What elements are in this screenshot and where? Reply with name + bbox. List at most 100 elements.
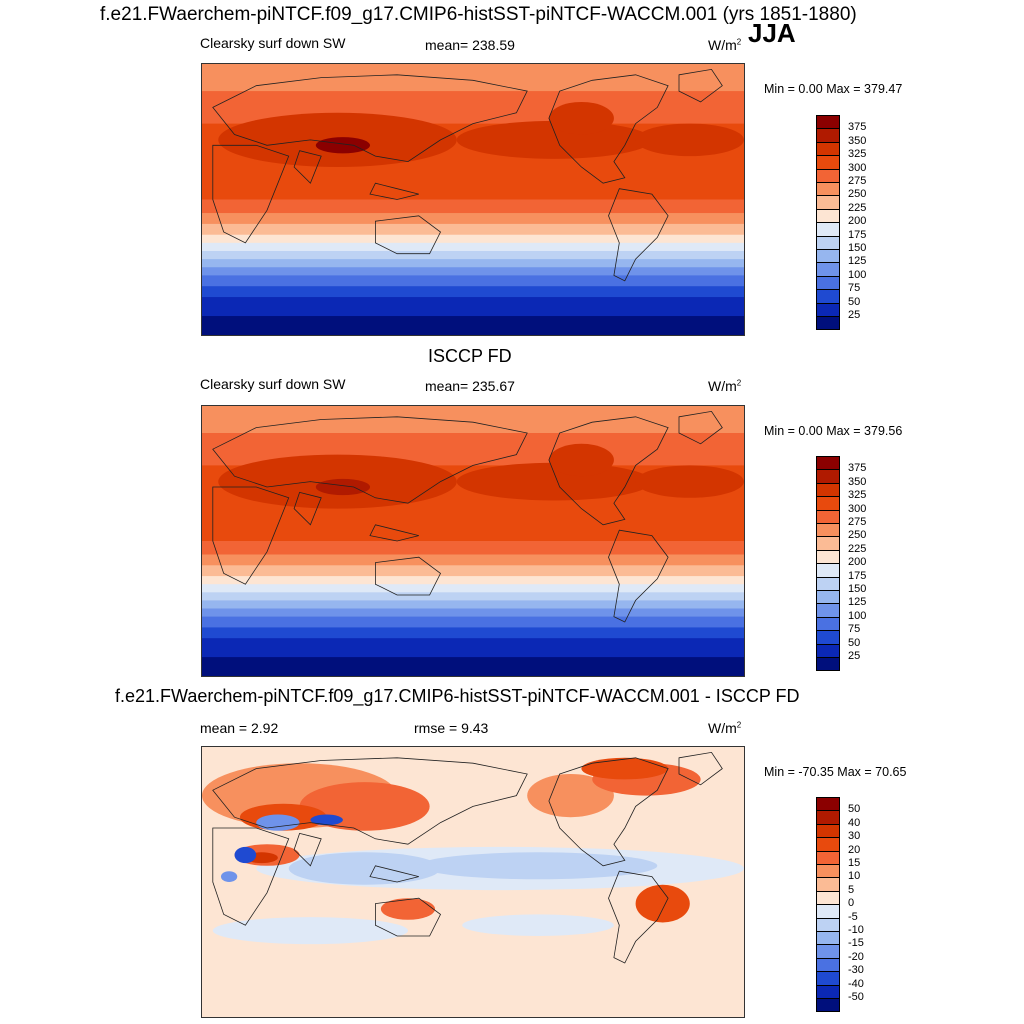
- colorbar-box: [816, 837, 840, 852]
- panel1-map: [201, 63, 745, 336]
- coastline: [548, 74, 669, 184]
- colorbar-box: [816, 823, 840, 839]
- panel1-map-canvas: [202, 64, 744, 335]
- coastline: [293, 150, 322, 184]
- panel3-heading: f.e21.FWaerchem-piNTCF.f09_g17.CMIP6-his…: [115, 686, 800, 706]
- coastline: [375, 897, 442, 937]
- colorbar-box: [816, 957, 840, 973]
- colorbar-box: [816, 289, 840, 304]
- field-band: [202, 554, 744, 566]
- colorbar-tick-label: 150: [848, 242, 867, 254]
- colorbar-box: [816, 128, 840, 143]
- field-band: [202, 608, 744, 618]
- field-band: [202, 406, 744, 434]
- field-blob: [548, 101, 614, 135]
- panel3-minmax: Min = -70.35 Max = 70.65: [764, 765, 907, 779]
- colorbar-box: [816, 523, 840, 538]
- colorbar-tick-label: 20: [848, 843, 861, 856]
- colorbar-tick-label: 375: [848, 121, 867, 134]
- panel1-unit: W/m2: [708, 37, 742, 53]
- field-band: [202, 541, 744, 555]
- colorbar-box: [816, 864, 840, 879]
- colorbar-box: [816, 931, 840, 946]
- colorbar-box: [816, 496, 840, 511]
- colorbar-tick-label: 175: [848, 569, 867, 582]
- field-blob: [418, 852, 658, 880]
- field-band: [202, 592, 744, 601]
- colorbar-tick-label: 275: [848, 175, 867, 187]
- colorbar-tick-label: 325: [848, 489, 867, 502]
- colorbar-box: [816, 182, 840, 197]
- colorbar-tick-label: 40: [848, 816, 861, 829]
- field-band: [202, 199, 744, 214]
- coastline: [212, 486, 290, 585]
- coastline: [293, 491, 322, 526]
- colorbar-tick-label: -50: [848, 991, 864, 1003]
- field-blob: [456, 462, 652, 501]
- field-blob: [635, 465, 744, 498]
- field-blob: [548, 443, 614, 477]
- colorbar-tick-label: 350: [848, 134, 867, 147]
- panel2-minmax: Min = 0.00 Max = 379.56: [764, 424, 903, 438]
- panel2-map: [201, 405, 745, 677]
- colorbar-box: [816, 141, 840, 157]
- field-band: [202, 627, 744, 639]
- colorbar-tick-label: 75: [848, 623, 861, 636]
- coastline: [678, 410, 723, 445]
- colorbar-tick-label: 50: [848, 636, 861, 649]
- field-band: [202, 565, 744, 577]
- colorbar-tick-label: -15: [848, 937, 864, 950]
- colorbar-box: [816, 877, 840, 892]
- colorbar-box: [816, 536, 840, 551]
- field-blob: [310, 814, 343, 826]
- field-band: [202, 64, 744, 92]
- coastline: [293, 832, 322, 867]
- colorbar-tick-label: -40: [848, 977, 864, 990]
- field-blob: [456, 120, 652, 159]
- colorbar-tick-label: 150: [848, 583, 867, 595]
- colorbar-box: [816, 316, 840, 331]
- field-blob: [315, 137, 371, 154]
- colorbar-box: [816, 616, 840, 632]
- coastline: [548, 416, 669, 526]
- colorbar-tick-label: 50: [848, 803, 861, 816]
- colorbar-box: [816, 208, 840, 224]
- colorbar-box: [816, 643, 840, 658]
- colorbar-box: [816, 549, 840, 565]
- coastline: [608, 870, 669, 964]
- colorbar-box: [816, 810, 840, 825]
- colorbar-box: [816, 222, 840, 237]
- colorbar-box: [816, 456, 840, 471]
- field-band: [202, 250, 744, 260]
- field-band: [202, 234, 744, 244]
- colorbar-box: [816, 195, 840, 210]
- coastline: [212, 757, 528, 845]
- colorbar-tick-label: 225: [848, 542, 867, 555]
- colorbar-tick-label: 25: [848, 309, 861, 321]
- coastline: [369, 865, 419, 883]
- colorbar-box: [816, 482, 840, 498]
- colorbar-box: [816, 998, 840, 1013]
- colorbar-box: [816, 302, 840, 317]
- coastline: [369, 182, 419, 200]
- field-blob: [315, 478, 371, 496]
- panel3-unit: W/m2: [708, 720, 742, 736]
- panel3-map-canvas: [202, 747, 744, 1017]
- field-band: [202, 584, 744, 593]
- season-label: JJA: [748, 18, 796, 48]
- colorbar-tick-label: 325: [848, 148, 867, 161]
- panel3-rmse: rmse = 9.43: [414, 720, 489, 736]
- field-band: [202, 316, 744, 335]
- field-band: [202, 286, 744, 298]
- field-band: [202, 297, 744, 317]
- coastline: [608, 529, 669, 623]
- colorbar-tick-label: 30: [848, 830, 861, 843]
- colorbar-box: [816, 657, 840, 672]
- field-blob: [380, 898, 436, 920]
- panel1-variable: Clearsky surf down SW: [200, 35, 346, 51]
- panel2-unit: W/m2: [708, 378, 742, 394]
- coastline: [375, 556, 442, 596]
- coastline: [375, 215, 442, 255]
- colorbar-tick-label: 375: [848, 462, 867, 475]
- colorbar-box: [816, 115, 840, 130]
